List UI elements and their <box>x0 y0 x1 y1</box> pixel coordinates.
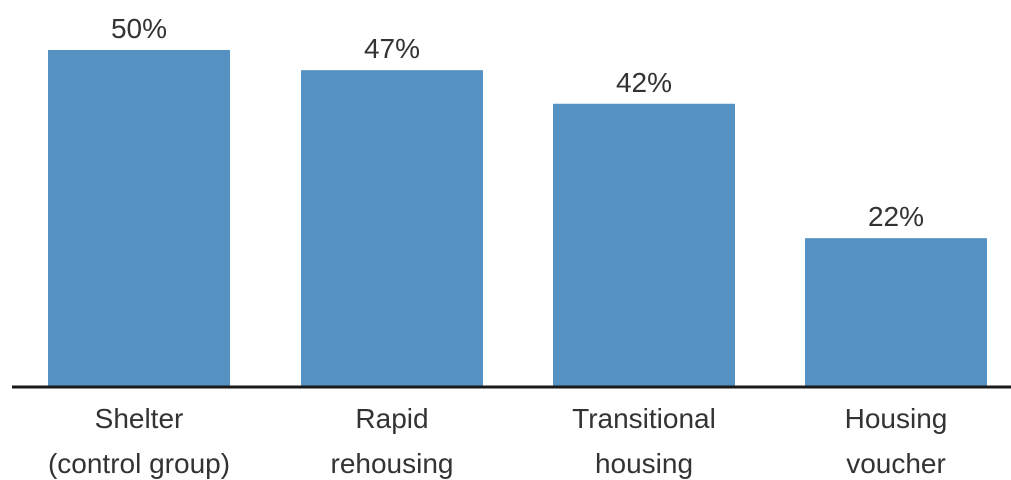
bars-layer <box>48 50 987 386</box>
value-label-2: 42% <box>616 67 672 98</box>
value-label-3: 22% <box>868 201 924 232</box>
bar-3 <box>805 238 987 386</box>
category-label-2-line-1: housing <box>595 448 693 479</box>
bar-1 <box>301 70 483 386</box>
bar-0 <box>48 50 230 386</box>
category-label-3-line-0: Housing <box>845 403 948 434</box>
category-label-3-line-1: voucher <box>846 448 946 479</box>
category-labels-layer: Shelter (control group) Rapid rehousing Tran… <box>48 403 947 479</box>
category-label-0-line-0: Shelter <box>95 403 184 434</box>
category-label-1-line-1: rehousing <box>331 448 454 479</box>
bar-2 <box>553 103 735 386</box>
category-label-2-line-0: Transitional <box>572 403 716 434</box>
category-label-1-line-0: Rapid <box>355 403 428 434</box>
value-label-0: 50% <box>111 13 167 44</box>
value-labels-layer: 50% 47% 42% 22% <box>111 13 924 232</box>
category-label-0-line-1: (control group) <box>48 448 230 479</box>
value-label-1: 47% <box>364 33 420 64</box>
